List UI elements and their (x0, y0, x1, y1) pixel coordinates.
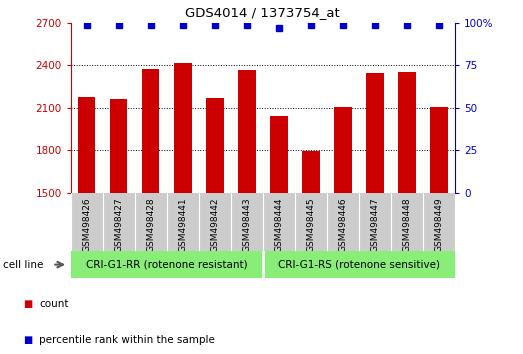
Bar (366, 73, 384, 193)
Bar (238, 70, 256, 193)
Text: GSM498445: GSM498445 (306, 197, 315, 252)
Text: percentile rank within the sample: percentile rank within the sample (39, 335, 215, 345)
Text: cell line: cell line (3, 259, 43, 270)
Bar (174, 63, 191, 193)
Text: GSM498441: GSM498441 (178, 197, 187, 252)
Bar (334, 107, 351, 193)
Text: GSM498428: GSM498428 (146, 197, 155, 252)
Text: GSM498443: GSM498443 (242, 197, 251, 252)
Text: count: count (39, 299, 69, 309)
Text: GSM498444: GSM498444 (275, 197, 283, 252)
Text: GSM498449: GSM498449 (435, 197, 444, 252)
Bar (430, 107, 448, 193)
Text: ■: ■ (24, 335, 33, 345)
Text: GSM498448: GSM498448 (403, 197, 412, 252)
Text: CRI-G1-RS (rotenone sensitive): CRI-G1-RS (rotenone sensitive) (278, 259, 440, 270)
Title: GDS4014 / 1373754_at: GDS4014 / 1373754_at (186, 6, 340, 19)
Text: GSM498426: GSM498426 (82, 197, 91, 252)
Text: ■: ■ (24, 299, 33, 309)
Text: GSM498442: GSM498442 (210, 197, 219, 252)
Bar (206, 98, 223, 193)
Bar (302, 151, 320, 193)
Bar (142, 69, 160, 193)
Bar (270, 116, 288, 193)
Text: GSM498447: GSM498447 (370, 197, 379, 252)
Text: GSM498446: GSM498446 (338, 197, 347, 252)
Text: GSM498427: GSM498427 (114, 197, 123, 252)
Bar (398, 72, 416, 193)
Bar (110, 99, 128, 193)
Bar (78, 97, 95, 193)
Text: CRI-G1-RR (rotenone resistant): CRI-G1-RR (rotenone resistant) (86, 259, 247, 270)
